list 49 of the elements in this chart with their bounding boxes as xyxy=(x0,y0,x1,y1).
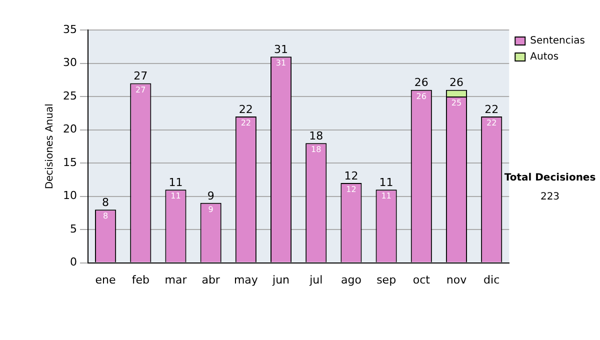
x-tick-label: abr xyxy=(202,273,220,286)
total-label: 22 xyxy=(238,102,253,116)
data-label: 11 xyxy=(381,192,392,201)
total-label: 9 xyxy=(207,189,214,202)
data-label: 27 xyxy=(136,85,146,94)
text: 223 xyxy=(540,192,560,203)
data-label: 26 xyxy=(416,92,426,101)
total-label: 18 xyxy=(309,129,324,142)
y-tick-label: 20 xyxy=(62,122,77,136)
x-tick-label: jul xyxy=(308,273,323,286)
x-tick-label: dic xyxy=(484,273,500,286)
x-tick-label: ene xyxy=(95,273,116,286)
x-tick-label: sep xyxy=(376,273,396,286)
total-label: 11 xyxy=(168,176,183,189)
total-label: 8 xyxy=(102,196,110,209)
y-tick-label: 5 xyxy=(70,222,77,236)
legend-label: Autos xyxy=(530,52,559,63)
x-tick-label: ago xyxy=(340,273,362,286)
annotation: Total Decisiones xyxy=(504,172,596,184)
data-label: 18 xyxy=(311,145,322,154)
total-label: 27 xyxy=(134,70,148,83)
data-label: 25 xyxy=(451,98,462,108)
y-tick-label: 35 xyxy=(62,22,77,36)
y-tick-label: 0 xyxy=(70,256,77,269)
data-label: 9 xyxy=(208,205,214,214)
total-label: 31 xyxy=(274,42,288,56)
x-tick-label: mar xyxy=(164,273,188,286)
y-tick-label: 25 xyxy=(62,89,77,102)
y-tick-label: 10 xyxy=(62,189,77,202)
total-label: 11 xyxy=(379,176,394,189)
data-label: 8 xyxy=(103,212,108,221)
x-tick-label: jun xyxy=(272,273,290,286)
data-label: 11 xyxy=(170,192,181,201)
data-label: 22 xyxy=(486,118,497,128)
x-tick-label: oct xyxy=(412,273,431,286)
y-tick-label: 15 xyxy=(62,156,77,169)
total-label: 26 xyxy=(414,76,428,90)
total-label: 12 xyxy=(344,169,358,182)
data-label: 31 xyxy=(276,58,286,68)
x-tick-label: nov xyxy=(446,273,468,286)
legend-label: Sentencias xyxy=(530,36,586,47)
total-label: 22 xyxy=(484,102,499,116)
y-axis-title: Decisiones Anual xyxy=(44,104,56,190)
total-label: 26 xyxy=(449,76,464,90)
y-tick-label: 30 xyxy=(62,56,77,70)
x-tick-label: feb xyxy=(132,273,150,286)
data-label: 12 xyxy=(346,185,356,194)
data-label: 22 xyxy=(240,118,252,128)
x-tick-label: may xyxy=(234,273,258,286)
